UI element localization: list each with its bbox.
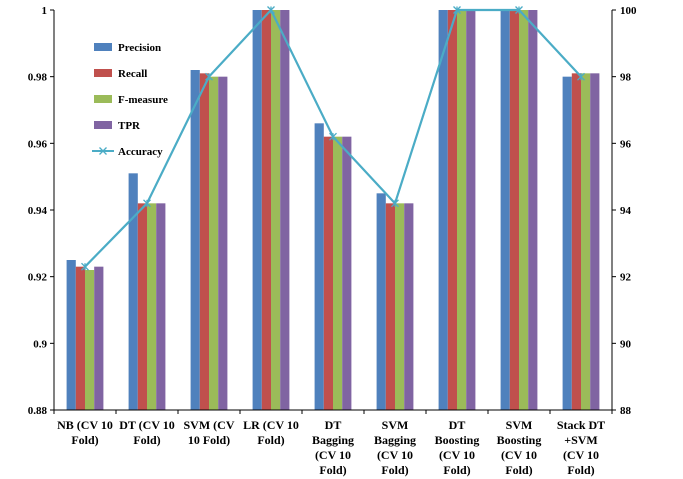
bar-f-measure-2 — [209, 76, 219, 411]
legend-swatch — [94, 69, 112, 77]
bar-f-measure-3 — [271, 10, 281, 410]
accuracy-marker-4 — [329, 132, 337, 141]
right-tick-label: 96 — [620, 138, 632, 150]
bar-tpr-2 — [218, 76, 228, 411]
category-label-7: SVM Boosting (CV 10 Fold) — [497, 418, 542, 477]
bar-tpr-0 — [94, 266, 104, 410]
legend-swatch — [94, 121, 112, 129]
bar-recall-1 — [137, 203, 147, 410]
bar-recall-3 — [261, 10, 271, 410]
bar-precision-8 — [562, 76, 572, 411]
bar-precision-0 — [66, 260, 76, 410]
bar-tpr-5 — [404, 203, 414, 410]
legend-label: Accuracy — [118, 146, 163, 158]
bar-precision-2 — [190, 70, 200, 410]
accuracy-marker-2 — [205, 72, 213, 81]
legend: Precision Recall F-measure TPR Accuracy — [92, 42, 168, 158]
accuracy-marker-6 — [453, 6, 461, 14]
bar-precision-4 — [314, 123, 324, 410]
category-label-1: DT (CV 10 Fold) — [119, 418, 175, 447]
legend-label: Precision — [118, 42, 161, 54]
bar-f-measure-6 — [457, 10, 467, 410]
bar-f-measure-8 — [581, 73, 591, 410]
right-tick-label: 92 — [620, 272, 632, 284]
category-label-0: NB (CV 10 Fold) — [57, 418, 113, 447]
axes: 0.88 0.9 0.92 0.94 0.96 0.98 1 88 90 92 94 96 98 100 N… — [28, 5, 637, 477]
legend-item-recall: Recall — [94, 68, 147, 80]
accuracy-marker-1 — [143, 199, 151, 208]
left-tick-label: 0.92 — [28, 272, 48, 284]
left-tick-label: 0.96 — [28, 138, 48, 150]
right-tick-label: 90 — [620, 338, 632, 350]
bar-precision-1 — [128, 173, 138, 410]
bar-f-measure-0 — [85, 270, 95, 410]
bar-recall-2 — [199, 73, 209, 410]
bar-precision-3 — [252, 10, 262, 410]
left-tick-label: 1 — [42, 5, 48, 17]
bar-tpr-3 — [280, 10, 290, 410]
bar-recall-8 — [571, 73, 581, 410]
left-tick-label: 0.98 — [28, 72, 48, 84]
bar-f-measure-7 — [519, 10, 529, 410]
plot-area — [66, 6, 600, 411]
category-label-2: SVM (CV 10 Fold) — [184, 418, 235, 447]
legend-label: TPR — [118, 120, 141, 132]
legend-item-f-measure: F-measure — [94, 94, 168, 106]
category-label-5: SVM Bagging (CV 10 Fold) — [374, 418, 416, 477]
bar-f-measure-4 — [333, 136, 343, 411]
right-tick-label: 98 — [620, 72, 632, 84]
bar-precision-7 — [500, 10, 510, 410]
legend-label: Recall — [118, 68, 147, 80]
bar-precision-5 — [376, 193, 386, 410]
bar-recall-0 — [75, 266, 85, 410]
bar-recall-5 — [385, 203, 395, 410]
bar-recall-7 — [509, 10, 519, 410]
legend-swatch — [94, 95, 112, 103]
bar-recall-4 — [323, 136, 333, 411]
category-label-4: DT Bagging (CV 10 Fold) — [312, 418, 354, 477]
right-tick-label: 100 — [620, 5, 637, 17]
legend-label: F-measure — [118, 94, 168, 106]
legend-item-tpr: TPR — [94, 120, 141, 132]
bar-tpr-4 — [342, 136, 352, 411]
accuracy-marker-7 — [515, 6, 523, 14]
bar-recall-6 — [447, 10, 457, 410]
accuracy-marker-0 — [81, 262, 89, 271]
right-tick-label: 94 — [620, 205, 632, 217]
bar-tpr-8 — [590, 73, 600, 410]
accuracy-marker-3 — [267, 6, 275, 14]
bar-tpr-6 — [466, 10, 476, 410]
legend-item-precision: Precision — [94, 42, 161, 54]
accuracy-marker-5 — [391, 199, 399, 208]
category-label-8: Stack DT +SVM (CV 10 Fold) — [557, 418, 605, 477]
bar-precision-6 — [438, 10, 448, 410]
bar-f-measure-1 — [147, 203, 157, 410]
category-label-6: DT Boosting (CV 10 Fold) — [435, 418, 480, 477]
left-tick-label: 0.88 — [28, 405, 48, 417]
left-tick-label: 0.94 — [28, 205, 48, 217]
legend-item-accuracy: Accuracy — [92, 146, 163, 158]
accuracy-marker-8 — [577, 72, 585, 81]
legend-swatch — [94, 43, 112, 51]
bar-tpr-1 — [156, 203, 166, 410]
bar-tpr-7 — [528, 10, 538, 410]
right-tick-label: 88 — [620, 405, 632, 417]
left-tick-label: 0.9 — [33, 338, 47, 350]
category-label-3: LR (CV 10 Fold) — [243, 418, 299, 447]
bar-f-measure-5 — [395, 203, 405, 410]
